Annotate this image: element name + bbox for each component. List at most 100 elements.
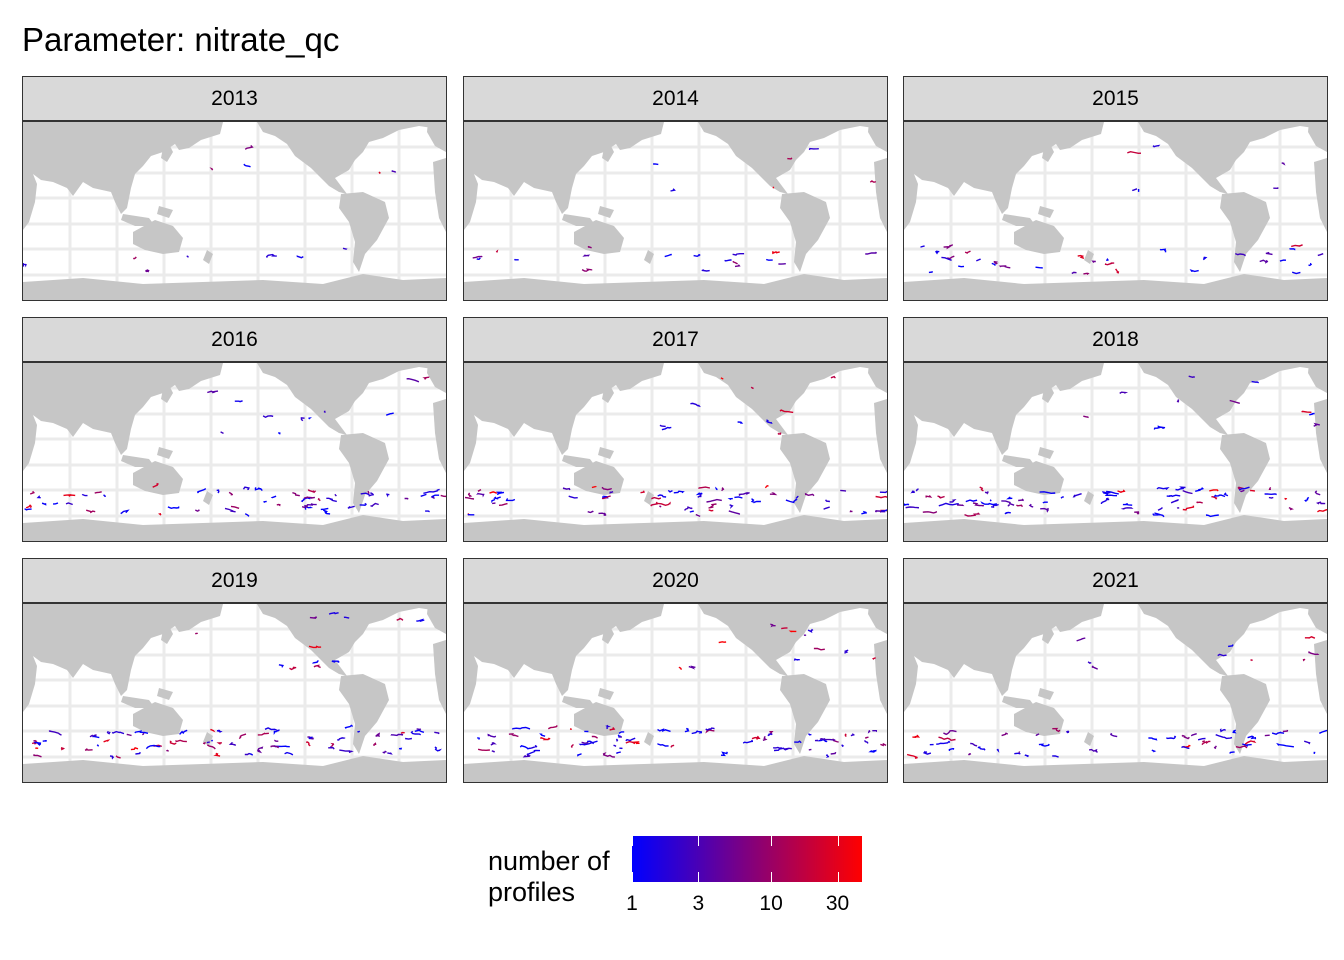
profile-track xyxy=(657,743,669,747)
profile-track xyxy=(244,513,250,517)
profile-track xyxy=(720,377,724,380)
profile-track xyxy=(870,749,878,753)
landmass xyxy=(257,122,446,178)
profile-track xyxy=(1152,144,1161,148)
landmass xyxy=(644,491,654,505)
landmass xyxy=(339,674,389,754)
profile-track xyxy=(228,742,237,747)
profile-track xyxy=(751,735,761,740)
profile-track xyxy=(1004,511,1011,515)
profile-track xyxy=(734,264,741,268)
landmass xyxy=(1014,220,1064,254)
colorbar-tick xyxy=(837,836,839,846)
facet-panel-2020: 2020 xyxy=(463,558,888,783)
profile-track xyxy=(991,503,999,508)
profile-track xyxy=(1289,248,1296,251)
colorbar-tick-label: 1 xyxy=(626,892,638,915)
profile-track xyxy=(601,486,613,491)
profile-track xyxy=(1170,499,1179,504)
profile-track xyxy=(1071,271,1077,275)
landmass xyxy=(1014,702,1064,736)
profile-track xyxy=(430,495,435,500)
profile-track xyxy=(956,504,965,507)
profile-track xyxy=(785,498,798,504)
profile-track xyxy=(813,647,825,651)
landmass xyxy=(23,604,223,696)
profile-track xyxy=(605,724,611,730)
profile-track xyxy=(1213,745,1217,750)
profile-track xyxy=(106,730,111,735)
profile-track xyxy=(1251,380,1260,384)
landmass xyxy=(1084,732,1094,746)
profile-track xyxy=(96,744,100,747)
profile-track xyxy=(1303,740,1311,745)
landmasses xyxy=(904,604,1327,782)
profile-track xyxy=(1276,742,1294,748)
profile-track xyxy=(370,502,379,508)
landmass xyxy=(780,674,830,754)
profile-track xyxy=(1235,252,1246,257)
profile-track xyxy=(1066,730,1070,734)
profile-track xyxy=(1106,490,1119,495)
profile-track xyxy=(1052,755,1059,758)
profile-track xyxy=(587,510,594,514)
profile-track xyxy=(493,496,501,500)
landmass xyxy=(562,696,596,708)
profile-track xyxy=(145,744,161,750)
landmass xyxy=(874,640,887,714)
profile-track xyxy=(115,755,121,759)
landmass xyxy=(321,419,347,435)
profile-track xyxy=(270,495,277,499)
map-panel xyxy=(463,362,888,542)
profile-track xyxy=(464,496,475,500)
map-panel xyxy=(903,121,1328,301)
profile-track xyxy=(1089,748,1098,753)
profile-track xyxy=(684,727,690,733)
landmass xyxy=(762,178,788,194)
profile-track xyxy=(906,753,918,759)
profile-track xyxy=(807,733,812,736)
profile-track xyxy=(1271,731,1285,735)
profile-track xyxy=(508,733,519,738)
profile-track xyxy=(1189,269,1199,273)
landmass xyxy=(1308,363,1327,393)
profile-track xyxy=(216,742,222,745)
landmass xyxy=(874,158,887,232)
profile-track xyxy=(1083,415,1089,419)
profile-track xyxy=(244,752,250,756)
profile-track xyxy=(938,736,956,742)
facet-panel-2017: 2017 xyxy=(463,317,888,542)
landmass xyxy=(1084,491,1094,505)
profile-track xyxy=(422,376,430,380)
profile-track xyxy=(477,488,482,493)
profile-track xyxy=(787,157,793,160)
profile-track xyxy=(334,493,337,497)
landmass xyxy=(1138,363,1327,419)
profile-track xyxy=(1181,734,1190,740)
profile-track xyxy=(343,616,350,619)
profile-track xyxy=(498,502,508,506)
profile-track xyxy=(1317,509,1327,513)
profile-track xyxy=(613,744,617,747)
landmass xyxy=(904,174,918,230)
profile-track xyxy=(526,749,541,756)
profile-track xyxy=(794,740,802,744)
landmass xyxy=(868,122,887,152)
profile-track xyxy=(977,746,986,751)
landmass xyxy=(904,363,1104,455)
profile-track xyxy=(922,510,938,514)
profile-track xyxy=(529,744,538,750)
profile-track xyxy=(1083,272,1090,276)
profile-track xyxy=(29,490,36,495)
landmass xyxy=(1202,419,1228,435)
profile-track xyxy=(111,730,125,735)
profile-track xyxy=(1202,256,1208,261)
profile-track xyxy=(1087,661,1092,664)
profile-track xyxy=(85,509,96,514)
profile-track xyxy=(562,487,571,491)
profile-track xyxy=(472,255,483,259)
profile-track xyxy=(1228,644,1234,648)
profile-track xyxy=(273,730,278,736)
profile-track xyxy=(24,508,32,511)
profile-track xyxy=(1308,650,1320,655)
